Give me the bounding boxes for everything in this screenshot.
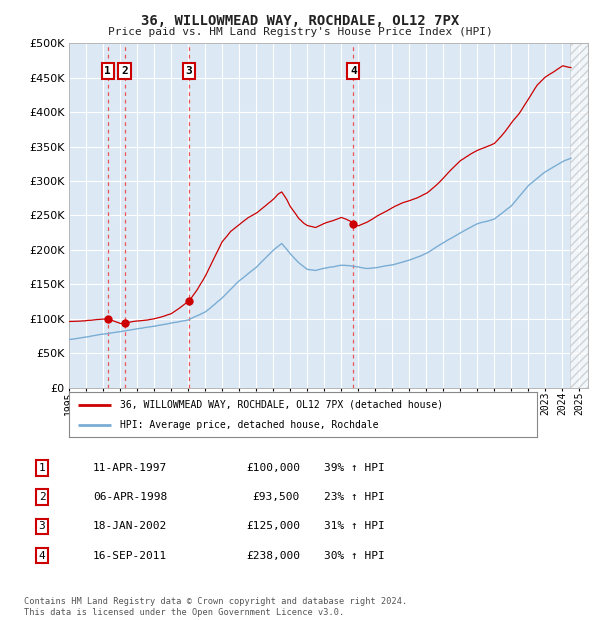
Text: 30% ↑ HPI: 30% ↑ HPI (324, 551, 385, 560)
Text: 23% ↑ HPI: 23% ↑ HPI (324, 492, 385, 502)
Text: 3: 3 (38, 521, 46, 531)
Text: 11-APR-1997: 11-APR-1997 (93, 463, 167, 473)
Text: 31% ↑ HPI: 31% ↑ HPI (324, 521, 385, 531)
Text: 36, WILLOWMEAD WAY, ROCHDALE, OL12 7PX (detached house): 36, WILLOWMEAD WAY, ROCHDALE, OL12 7PX (… (121, 399, 443, 410)
Text: 06-APR-1998: 06-APR-1998 (93, 492, 167, 502)
Text: £238,000: £238,000 (246, 551, 300, 560)
Text: 1: 1 (104, 66, 111, 76)
Text: 2: 2 (121, 66, 128, 76)
Text: 1: 1 (38, 463, 46, 473)
Text: HPI: Average price, detached house, Rochdale: HPI: Average price, detached house, Roch… (121, 420, 379, 430)
Bar (569, 43, 588, 388)
Text: Contains HM Land Registry data © Crown copyright and database right 2024.
This d: Contains HM Land Registry data © Crown c… (24, 598, 407, 617)
Text: 4: 4 (350, 66, 357, 76)
Text: 2: 2 (38, 492, 46, 502)
Text: 18-JAN-2002: 18-JAN-2002 (93, 521, 167, 531)
Text: 3: 3 (185, 66, 193, 76)
Text: £93,500: £93,500 (253, 492, 300, 502)
Text: 39% ↑ HPI: 39% ↑ HPI (324, 463, 385, 473)
Text: Price paid vs. HM Land Registry's House Price Index (HPI): Price paid vs. HM Land Registry's House … (107, 27, 493, 37)
Text: £125,000: £125,000 (246, 521, 300, 531)
Text: 36, WILLOWMEAD WAY, ROCHDALE, OL12 7PX: 36, WILLOWMEAD WAY, ROCHDALE, OL12 7PX (141, 14, 459, 28)
Text: £100,000: £100,000 (246, 463, 300, 473)
Text: 16-SEP-2011: 16-SEP-2011 (93, 551, 167, 560)
Text: 4: 4 (38, 551, 46, 560)
